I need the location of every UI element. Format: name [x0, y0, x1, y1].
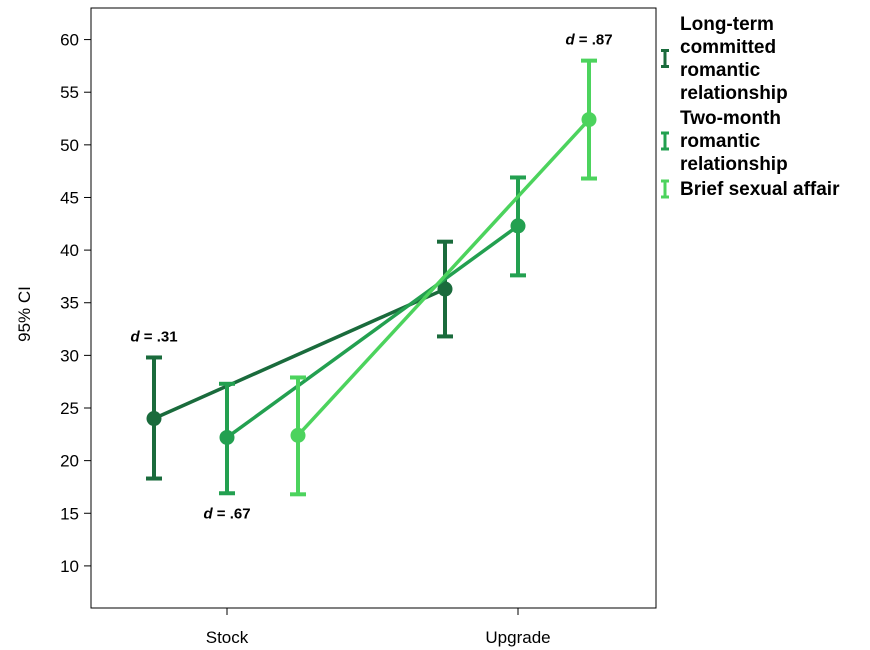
y-tick-label: 15 [60, 504, 79, 523]
series-layer [146, 58, 597, 497]
y-tick-label: 10 [60, 557, 79, 576]
y-tick-label: 40 [60, 241, 79, 260]
series-line [153, 287, 446, 421]
annotations: d = .31 d = .67 d = .87 [130, 32, 612, 523]
mean-point [581, 112, 597, 128]
legend-label: Two-month romantic relationship [680, 108, 788, 175]
mean-point [146, 411, 162, 427]
legend-swatch [661, 131, 669, 151]
series-line [225, 224, 520, 439]
x-tick-label: Stock [206, 628, 249, 647]
y-tick-label: 25 [60, 399, 79, 418]
legend-label: Long-term committed romantic relationship [680, 14, 788, 104]
series-line [296, 118, 591, 437]
y-tick-label: 55 [60, 83, 79, 102]
x-tick-label: Upgrade [485, 628, 550, 647]
y-tick-label: 20 [60, 452, 79, 471]
effect-size-label: d = .67 [203, 505, 250, 522]
series-2 [290, 58, 597, 497]
effect-size-label: d = .31 [130, 328, 177, 345]
legend-label: Brief sexual affair [680, 179, 840, 200]
y-tick-label: 30 [60, 346, 79, 365]
plot-frame [90, 7, 657, 609]
mean-point [219, 429, 235, 445]
y-axis-label: 95% CI [15, 286, 34, 342]
y-tick-label: 50 [60, 136, 79, 155]
series-1 [219, 175, 526, 496]
series-0 [146, 239, 453, 481]
mean-point [290, 427, 306, 443]
mean-point [510, 218, 526, 234]
legend-swatch [661, 49, 669, 68]
x-axis: Stock Upgrade [206, 608, 551, 647]
legend-item-0: Long-term committed romantic relationship [661, 14, 788, 104]
legend-swatch [661, 179, 669, 199]
y-tick-label: 60 [60, 31, 79, 50]
legend-item-1: Two-month romantic relationship [661, 108, 788, 175]
legend: Long-term committed romantic relationshipTw… [661, 14, 840, 200]
legend-item-2: Brief sexual affair [661, 179, 840, 200]
mean-point [437, 281, 453, 297]
y-tick-label: 45 [60, 188, 79, 207]
y-tick-label: 35 [60, 294, 79, 313]
y-axis: 10 15 20 25 30 35 40 45 50 55 60 [60, 31, 91, 576]
effect-size-label: d = .87 [565, 32, 612, 49]
